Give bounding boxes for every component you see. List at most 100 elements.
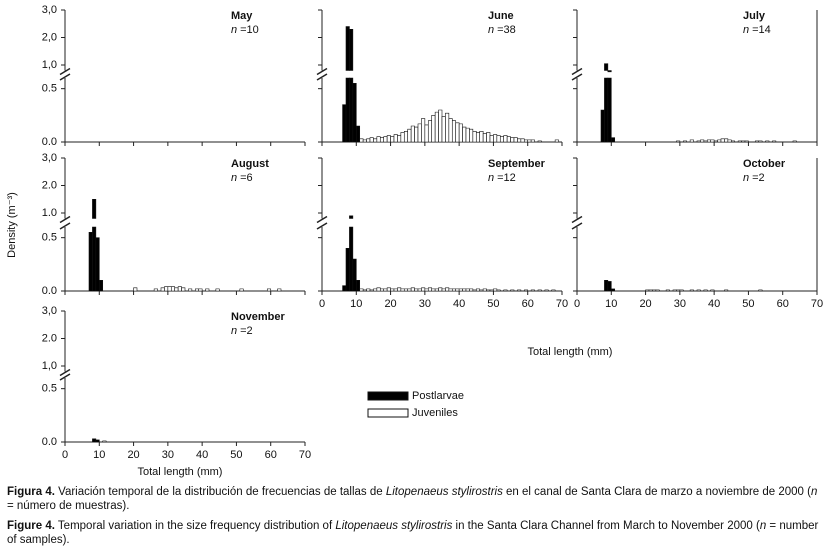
bar <box>472 131 477 143</box>
y-tick-label: 0.0 <box>42 136 57 148</box>
bar <box>482 288 487 292</box>
n-symbol: n <box>231 172 237 184</box>
bar <box>345 248 350 292</box>
bar <box>758 140 763 143</box>
bar <box>177 286 182 292</box>
bar <box>386 135 391 143</box>
bar <box>727 139 732 143</box>
bar <box>700 139 705 143</box>
n-value: =12 <box>497 172 516 184</box>
bar <box>703 140 708 143</box>
bar <box>198 288 203 292</box>
caption-text: = number of samples). <box>7 520 819 546</box>
bar <box>431 288 436 292</box>
bar <box>469 288 474 292</box>
bar <box>676 289 681 292</box>
bar <box>772 140 777 143</box>
legend-label: Postlarvae <box>412 390 464 402</box>
bar <box>754 140 760 143</box>
y-tick-label: 3,0 <box>42 152 57 164</box>
sample-size: n =38 <box>488 24 516 36</box>
bar <box>448 288 453 292</box>
panel-title: July <box>743 10 766 22</box>
n-symbol: n <box>488 172 494 184</box>
panel-title: October <box>743 158 786 170</box>
bar <box>352 83 357 143</box>
y-tick-label: 0.5 <box>42 383 57 395</box>
bar <box>170 286 176 292</box>
bar <box>427 120 433 143</box>
bar <box>475 132 481 143</box>
bar <box>451 120 457 143</box>
bar <box>517 138 522 143</box>
bar <box>414 288 419 292</box>
bar <box>706 139 712 143</box>
bar <box>373 288 378 292</box>
caption-text: = número de muestras). <box>7 499 130 512</box>
x-axis-label: Total length (mm) <box>138 466 223 478</box>
x-tick-label: 30 <box>674 298 686 310</box>
n-value: =10 <box>240 24 259 36</box>
bar <box>462 288 467 292</box>
bar <box>496 135 501 143</box>
axis-break <box>316 73 328 81</box>
bar <box>397 287 402 292</box>
bar <box>554 139 559 143</box>
x-tick-label: 70 <box>556 298 568 310</box>
x-tick-label: 10 <box>350 298 362 310</box>
bar <box>730 140 736 143</box>
x-tick-label: 20 <box>384 298 396 310</box>
n-value: =2 <box>752 172 765 184</box>
bar <box>181 287 186 292</box>
n-symbol: n <box>231 325 237 337</box>
sample-size: n =6 <box>231 172 253 184</box>
bar <box>434 111 439 143</box>
bar <box>792 140 797 143</box>
bar <box>530 289 535 292</box>
bar <box>403 288 409 292</box>
bar <box>421 118 426 143</box>
bar <box>676 140 681 143</box>
panel-title: June <box>488 10 514 22</box>
bar <box>610 288 616 292</box>
panel-title: September <box>488 158 546 170</box>
bar <box>366 138 371 143</box>
bar <box>479 289 484 292</box>
axis-break <box>571 222 583 230</box>
bar <box>373 138 378 143</box>
bar <box>679 289 684 292</box>
bar <box>160 287 165 292</box>
bar <box>342 104 347 143</box>
sample-size: n =2 <box>743 172 765 184</box>
legend-swatch <box>367 408 409 418</box>
bar <box>349 215 354 292</box>
n-symbol: n <box>743 24 749 36</box>
y-axis-label: Density (m⁻³) <box>6 192 18 258</box>
bar <box>604 63 609 143</box>
bar <box>407 288 412 292</box>
bar <box>720 138 725 143</box>
bar <box>503 135 508 143</box>
bar <box>523 289 529 292</box>
bar <box>400 288 405 292</box>
bar <box>655 289 660 292</box>
bar <box>352 258 357 292</box>
x-tick-label: 50 <box>230 449 242 461</box>
bar <box>369 289 374 292</box>
y-tick-label: 0.0 <box>42 285 57 297</box>
bar <box>194 288 200 292</box>
x-tick-label: 70 <box>811 298 823 310</box>
bar <box>383 288 388 292</box>
bar <box>689 139 694 143</box>
bar <box>369 137 374 143</box>
bar <box>689 289 694 292</box>
bar <box>510 289 515 292</box>
bar <box>355 280 361 292</box>
bar <box>266 288 272 292</box>
bar <box>438 287 443 292</box>
bar <box>489 135 494 143</box>
bar <box>400 132 405 143</box>
y-tick-label: 2.0 <box>42 179 57 191</box>
